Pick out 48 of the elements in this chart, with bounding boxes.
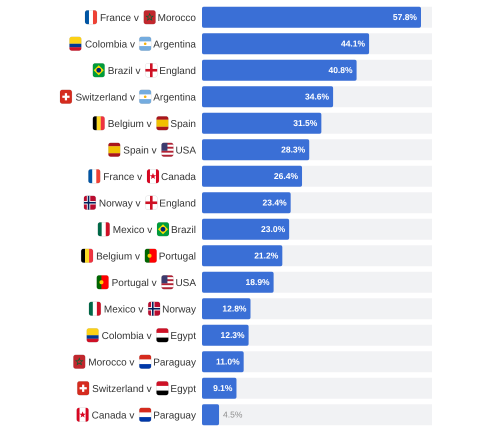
data-label: 31.5% (293, 118, 318, 128)
data-label: 40.8% (328, 65, 354, 76)
category-label: Mexico v Norway (104, 304, 196, 316)
data-label: 12.3% (220, 330, 246, 340)
bar (202, 86, 334, 108)
category-label: Belgium v Spain (108, 118, 196, 130)
bar (202, 298, 250, 320)
bar (202, 60, 357, 81)
category-label: Spain v USA (123, 145, 196, 156)
data-label: 21.2% (254, 250, 279, 261)
data-label: 26.4% (274, 171, 298, 182)
category-label: Colombia v Argentina (84, 39, 196, 50)
category-label: Switzerland v Egypt (92, 384, 196, 395)
category-label: Brazil v England (108, 66, 196, 77)
bar (202, 351, 244, 372)
bar (202, 192, 291, 214)
category-label: Switzerland v Argentina (75, 92, 196, 104)
data-label: 28.3% (281, 144, 306, 155)
data-label: 34.6% (304, 92, 330, 102)
bar (202, 139, 310, 160)
bar (202, 112, 322, 134)
data-label: 9.1% (213, 383, 233, 394)
bar (202, 272, 274, 293)
category-label: Norway v England (98, 198, 196, 210)
category-label: Portugal v USA (112, 278, 196, 289)
data-label: 11.0% (216, 356, 240, 367)
data-label: 44.1% (340, 38, 366, 49)
category-label: Morocco v Paraguay (88, 357, 196, 368)
category-label: Belgium v Portugal (96, 251, 196, 262)
category-label: France v Morocco (100, 12, 196, 24)
data-label: 12.8% (222, 304, 247, 314)
data-label: 18.9% (246, 277, 270, 288)
bar (202, 6, 421, 28)
data-label: 4.5% (223, 410, 243, 420)
data-label: 23.4% (262, 198, 288, 208)
category-label: Mexico v Brazil (112, 224, 196, 236)
data-label: 57.8% (392, 12, 418, 22)
category-label: Colombia v Egypt (102, 330, 196, 342)
bar (202, 404, 220, 426)
data-label: 23.0% (261, 224, 286, 234)
bar (202, 324, 249, 346)
bar (202, 33, 370, 54)
bar (202, 166, 302, 187)
bar (202, 378, 236, 399)
bar (202, 245, 282, 266)
category-label: Canada v Paraguay (92, 410, 196, 422)
category-label: France v Canada (103, 172, 196, 183)
bar (202, 218, 290, 240)
